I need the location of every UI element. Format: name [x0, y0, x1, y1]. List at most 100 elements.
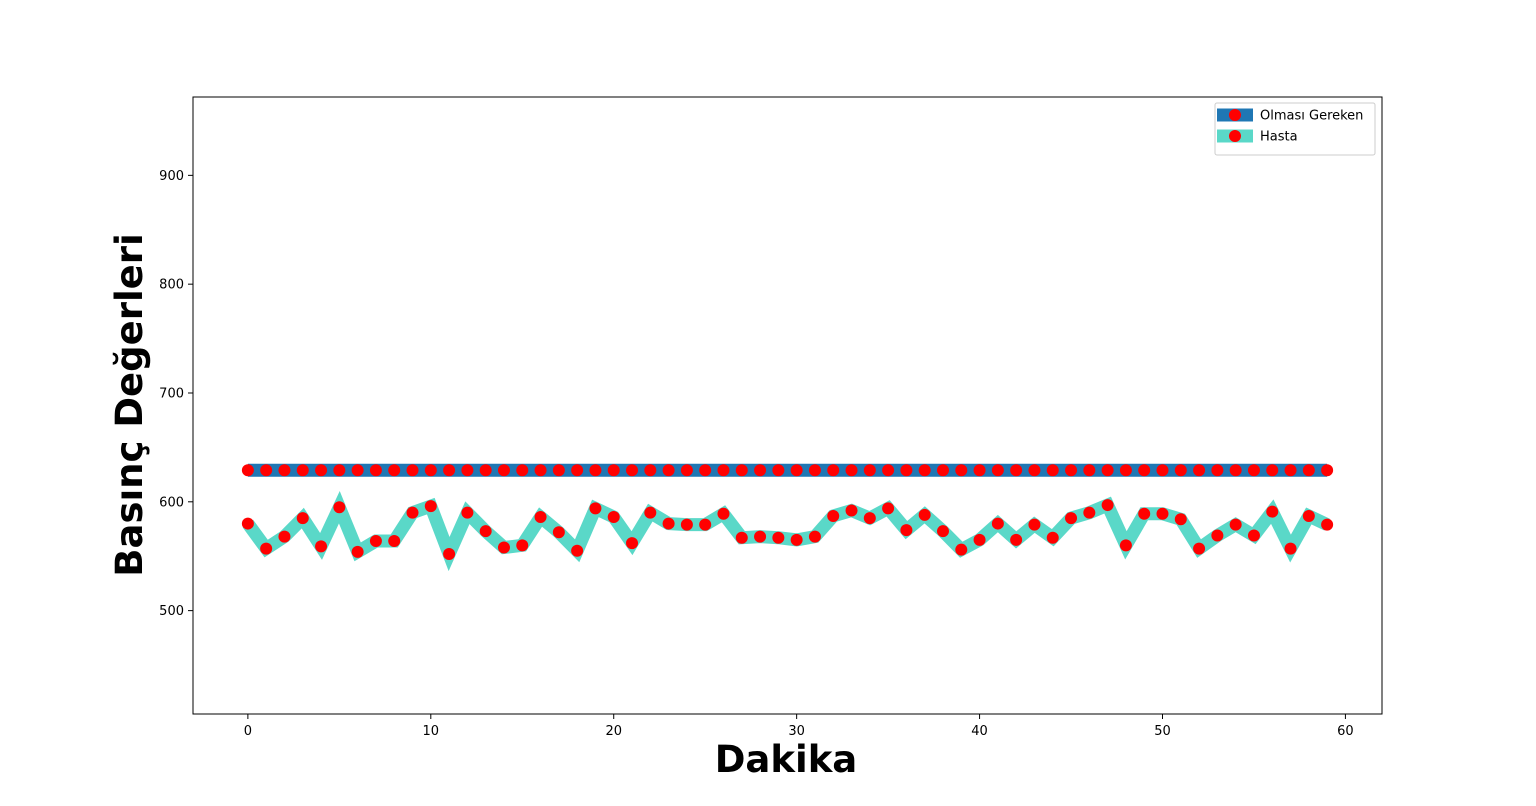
data-point-s1-47 [1101, 499, 1114, 512]
data-point-s0-17 [552, 464, 565, 477]
data-point-s0-19 [589, 464, 602, 477]
data-point-s1-3 [296, 512, 309, 525]
data-point-s0-56 [1266, 464, 1279, 477]
data-point-s1-17 [552, 526, 565, 539]
data-point-s0-6 [351, 464, 364, 477]
data-point-s1-22 [644, 506, 657, 519]
data-point-s1-13 [479, 525, 492, 538]
data-point-s0-13 [479, 464, 492, 477]
data-point-s0-3 [296, 464, 309, 477]
x-tick-label-3: 30 [788, 724, 805, 739]
data-point-s1-6 [351, 545, 364, 558]
data-point-s1-14 [497, 541, 510, 554]
data-point-s1-54 [1229, 518, 1242, 531]
data-point-s1-58 [1302, 509, 1315, 522]
data-point-s0-0 [241, 464, 254, 477]
y-tick-label-3: 800 [159, 278, 184, 293]
data-point-s1-36 [900, 524, 913, 537]
plot-area [192, 96, 1383, 715]
legend-label-0: Olması Gereken [1260, 109, 1363, 124]
data-point-s1-30 [790, 533, 803, 546]
data-point-s1-28 [754, 530, 767, 543]
data-point-s0-35 [882, 464, 895, 477]
data-point-s0-42 [1010, 464, 1023, 477]
data-point-s0-18 [571, 464, 584, 477]
data-point-s0-33 [845, 464, 858, 477]
data-point-s1-35 [882, 502, 895, 515]
data-point-s0-22 [644, 464, 657, 477]
data-point-s0-43 [1028, 464, 1041, 477]
y-axis-label: Basınç Değerleri [108, 233, 151, 576]
data-point-s0-46 [1083, 464, 1096, 477]
data-point-s0-10 [424, 464, 437, 477]
data-point-s1-20 [607, 511, 620, 524]
data-point-s0-29 [772, 464, 785, 477]
data-point-s0-11 [443, 464, 456, 477]
x-tick-label-0: 0 [244, 724, 252, 739]
data-point-s0-47 [1101, 464, 1114, 477]
data-point-s1-21 [626, 537, 639, 550]
data-point-s1-19 [589, 502, 602, 515]
y-tick-label-4: 900 [159, 169, 184, 184]
data-point-s0-49 [1138, 464, 1151, 477]
data-point-s0-37 [918, 464, 931, 477]
data-point-s1-7 [369, 534, 382, 547]
legend-marker-1 [1229, 130, 1241, 142]
data-point-s1-1 [260, 542, 273, 555]
data-point-s1-42 [1010, 533, 1023, 546]
data-point-s0-50 [1156, 464, 1169, 477]
data-point-s1-49 [1138, 507, 1151, 520]
data-point-s0-36 [900, 464, 913, 477]
data-point-s1-4 [315, 540, 328, 553]
data-point-s0-38 [936, 464, 949, 477]
data-point-s1-51 [1174, 513, 1187, 526]
data-point-s0-14 [497, 464, 510, 477]
data-point-s0-52 [1193, 464, 1206, 477]
data-point-s0-28 [754, 464, 767, 477]
data-point-s0-8 [388, 464, 401, 477]
data-point-s0-32 [827, 464, 840, 477]
data-point-s0-24 [680, 464, 693, 477]
x-tick-label-1: 10 [423, 724, 440, 739]
data-point-s0-30 [790, 464, 803, 477]
data-point-s0-20 [607, 464, 620, 477]
data-point-s1-24 [680, 518, 693, 531]
data-point-s1-40 [973, 533, 986, 546]
x-tick-label-4: 40 [971, 724, 988, 739]
data-point-s1-38 [936, 525, 949, 538]
data-point-s1-25 [699, 518, 712, 531]
data-point-s0-48 [1119, 464, 1132, 477]
data-point-s0-25 [699, 464, 712, 477]
data-point-s0-1 [260, 464, 273, 477]
data-point-s1-27 [735, 531, 748, 544]
data-point-s1-18 [571, 544, 584, 557]
data-point-s1-34 [863, 512, 876, 525]
data-point-s0-54 [1229, 464, 1242, 477]
data-point-s1-56 [1266, 505, 1279, 518]
data-point-s0-51 [1174, 464, 1187, 477]
data-point-s1-44 [1046, 531, 1059, 544]
data-point-s1-45 [1065, 512, 1078, 525]
legend-label-1: Hasta [1260, 130, 1298, 145]
data-point-s1-41 [991, 517, 1004, 530]
data-point-s0-53 [1211, 464, 1224, 477]
series-layer [241, 463, 1334, 572]
y-tick-label-2: 700 [159, 386, 184, 401]
data-point-s0-16 [534, 464, 547, 477]
x-axis: 0 10 20 30 40 50 60 [244, 714, 1354, 739]
data-point-s0-5 [333, 464, 346, 477]
data-point-s0-12 [461, 464, 474, 477]
data-point-s0-41 [991, 464, 1004, 477]
data-point-s0-31 [808, 464, 821, 477]
data-point-s0-9 [406, 464, 419, 477]
data-point-s0-27 [735, 464, 748, 477]
data-point-s1-2 [278, 530, 291, 543]
data-point-s1-57 [1284, 542, 1297, 555]
data-point-s0-55 [1247, 464, 1260, 477]
data-point-s0-7 [369, 464, 382, 477]
data-point-s1-33 [845, 504, 858, 517]
data-point-s1-10 [424, 500, 437, 513]
data-point-s0-2 [278, 464, 291, 477]
legend: Olması Gereken Hasta [1214, 102, 1376, 156]
data-point-s1-29 [772, 531, 785, 544]
